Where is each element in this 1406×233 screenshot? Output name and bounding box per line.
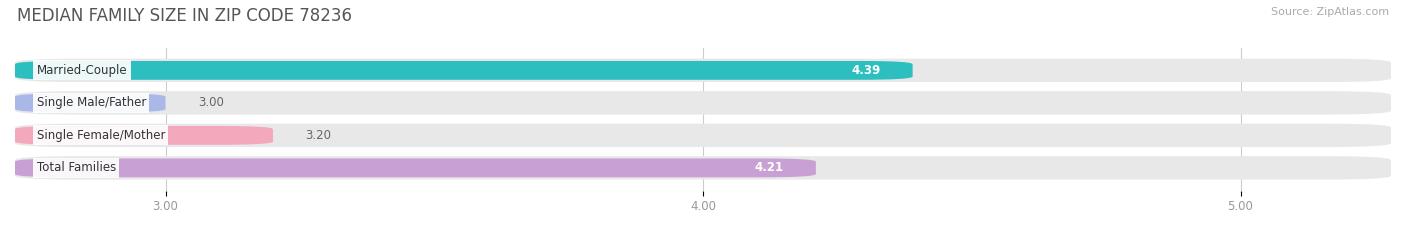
Text: Single Female/Mother: Single Female/Mother bbox=[37, 129, 165, 142]
Text: Total Families: Total Families bbox=[37, 161, 115, 174]
FancyBboxPatch shape bbox=[15, 91, 1391, 115]
FancyBboxPatch shape bbox=[15, 158, 815, 177]
Text: 3.20: 3.20 bbox=[305, 129, 332, 142]
Text: 4.39: 4.39 bbox=[851, 64, 880, 77]
Text: Married-Couple: Married-Couple bbox=[37, 64, 127, 77]
FancyBboxPatch shape bbox=[15, 126, 273, 145]
FancyBboxPatch shape bbox=[15, 93, 166, 112]
Text: MEDIAN FAMILY SIZE IN ZIP CODE 78236: MEDIAN FAMILY SIZE IN ZIP CODE 78236 bbox=[17, 7, 352, 25]
FancyBboxPatch shape bbox=[15, 61, 912, 80]
FancyBboxPatch shape bbox=[15, 59, 1391, 82]
FancyBboxPatch shape bbox=[15, 124, 1391, 147]
FancyBboxPatch shape bbox=[15, 156, 1391, 180]
Text: Single Male/Father: Single Male/Father bbox=[37, 96, 146, 109]
Text: Source: ZipAtlas.com: Source: ZipAtlas.com bbox=[1271, 7, 1389, 17]
Text: 4.21: 4.21 bbox=[755, 161, 783, 174]
Text: 3.00: 3.00 bbox=[198, 96, 224, 109]
